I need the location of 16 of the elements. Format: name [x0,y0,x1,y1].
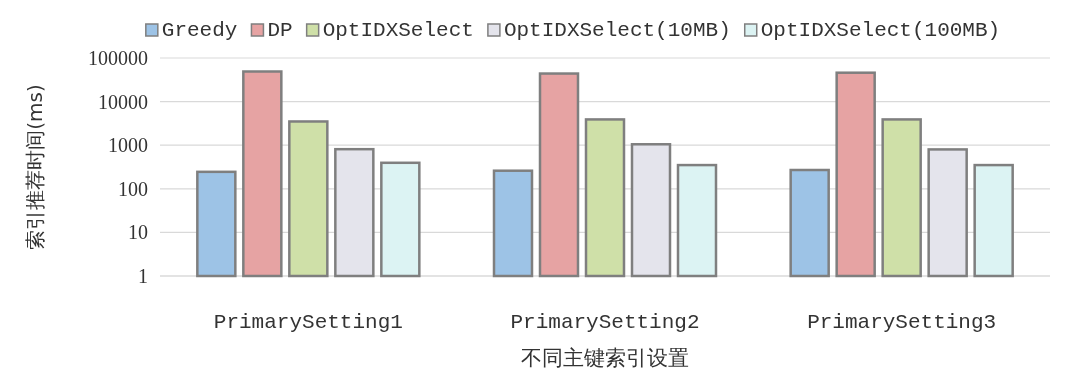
y-axis-title: 索引推荐时间(ms) [23,84,47,250]
legend-label: Greedy [161,19,238,42]
y-tick-label: 1 [138,265,148,287]
y-tick-label: 1000 [108,134,148,157]
legend-label: OptIDXSelect(100MB) [760,19,1001,42]
y-tick-label: 10 [128,221,148,244]
x-axis-title: 不同主键索引设置 [521,346,689,370]
x-tick-label: PrimarySetting1 [213,311,403,334]
y-tick-label: 10000 [98,90,148,113]
legend-label: DP [267,19,293,42]
legend-label: OptIDXSelect [322,19,474,42]
x-tick-label: PrimarySetting2 [510,311,700,334]
legend-label: OptIDXSelect(10MB) [503,19,731,42]
y-tick-label: 100000 [88,47,148,69]
x-tick-label: PrimarySetting3 [807,311,997,334]
y-tick-label: 100 [118,177,148,200]
